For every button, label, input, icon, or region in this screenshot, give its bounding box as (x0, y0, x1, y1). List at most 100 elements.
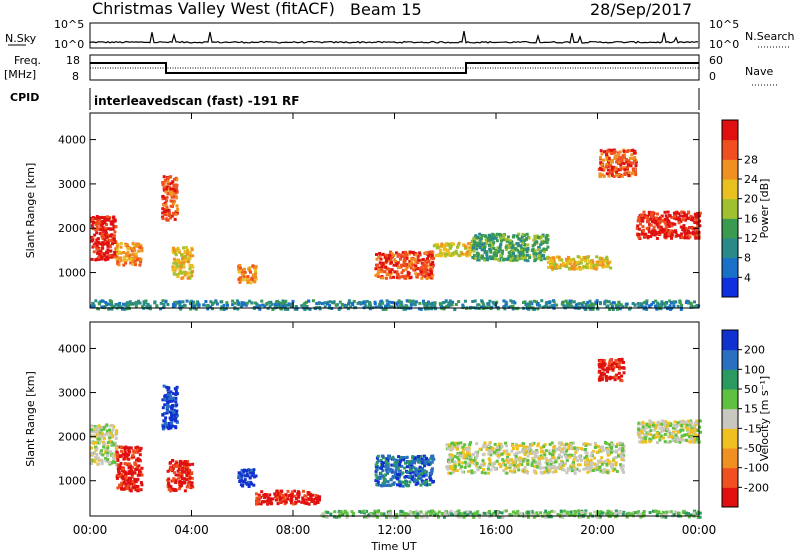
data-pixel (135, 258, 139, 261)
data-pixel (413, 456, 417, 460)
data-pixel (396, 477, 400, 481)
data-pixel (573, 471, 577, 475)
data-pixel (490, 246, 493, 250)
data-pixel (680, 424, 684, 427)
data-pixel (97, 462, 100, 466)
data-pixel (642, 228, 645, 232)
data-pixel (526, 459, 530, 462)
data-pixel (424, 302, 428, 306)
data-pixel (123, 449, 127, 453)
data-pixel (679, 307, 683, 311)
data-pixel (374, 473, 378, 477)
data-pixel (616, 162, 620, 165)
data-pixel (645, 434, 649, 438)
data-pixel (526, 454, 530, 458)
data-pixel (105, 303, 109, 307)
data-pixel (531, 244, 535, 248)
data-pixel (463, 244, 467, 248)
data-pixel (174, 400, 178, 404)
data-pixel (572, 468, 576, 472)
data-pixel (416, 254, 420, 258)
data-pixel (162, 302, 166, 306)
data-pixel (525, 253, 529, 257)
data-pixel (177, 480, 181, 484)
data-pixel (607, 174, 611, 178)
data-pixel (550, 441, 554, 445)
data-pixel (132, 485, 136, 489)
data-pixel (569, 443, 573, 447)
data-pixel (502, 469, 506, 473)
data-pixel (664, 227, 668, 231)
data-pixel (454, 445, 458, 449)
data-pixel (240, 479, 243, 483)
data-pixel (598, 263, 602, 267)
data-pixel (478, 232, 482, 236)
data-region (115, 445, 144, 493)
data-pixel (126, 484, 130, 488)
data-pixel (328, 300, 332, 304)
data-pixel (307, 299, 310, 303)
data-pixel (382, 484, 386, 488)
data-pixel (326, 510, 330, 514)
data-pixel (340, 303, 344, 307)
data-pixel (171, 417, 175, 421)
data-pixel (129, 467, 133, 471)
data-pixel (300, 304, 304, 308)
data-pixel (405, 471, 409, 474)
data-pixel (450, 442, 454, 445)
data-pixel (380, 268, 384, 272)
data-pixel (211, 307, 214, 311)
data-pixel (385, 259, 388, 263)
data-pixel (621, 154, 625, 158)
data-pixel (666, 440, 670, 444)
data-pixel (183, 477, 187, 481)
data-pixel (475, 462, 479, 465)
data-pixel (428, 302, 431, 306)
data-pixel (382, 265, 386, 269)
data-pixel (669, 234, 673, 238)
data-pixel (557, 456, 561, 460)
data-pixel (175, 420, 179, 424)
data-pixel (236, 299, 239, 303)
data-pixel (512, 248, 516, 252)
data-pixel (289, 497, 293, 501)
data-pixel (557, 453, 561, 457)
data-pixel (105, 223, 108, 227)
data-pixel (93, 459, 97, 463)
data-pixel (471, 452, 475, 456)
data-pixel (645, 299, 649, 303)
data-pixel (110, 435, 114, 439)
data-pixel (510, 443, 514, 447)
data-pixel (186, 256, 190, 260)
data-pixel (337, 307, 341, 311)
data-pixel (417, 475, 421, 479)
data-pixel (543, 513, 547, 517)
data-pixel (481, 459, 485, 463)
data-pixel (207, 305, 211, 309)
data-pixel (489, 240, 492, 244)
data-pixel (444, 248, 448, 251)
data-pixel (101, 241, 105, 245)
data-pixel (511, 256, 515, 260)
data-pixel (514, 247, 517, 251)
data-pixel (520, 239, 523, 243)
data-pixel (257, 493, 261, 497)
data-pixel (666, 427, 670, 431)
data-pixel (115, 255, 119, 259)
data-pixel (115, 257, 119, 261)
data-pixel (126, 479, 130, 483)
data-pixel (423, 267, 427, 271)
data-pixel (161, 299, 165, 303)
data-pixel (254, 269, 258, 273)
data-pixel (532, 255, 536, 259)
data-pixel (449, 471, 453, 475)
data-pixel (565, 257, 568, 261)
data-pixel (205, 304, 209, 308)
data-pixel (537, 256, 541, 260)
data-pixel (440, 242, 444, 246)
data-pixel (294, 305, 298, 308)
data-pixel (333, 510, 337, 514)
data-pixel (255, 496, 259, 500)
data-pixel (404, 307, 407, 311)
